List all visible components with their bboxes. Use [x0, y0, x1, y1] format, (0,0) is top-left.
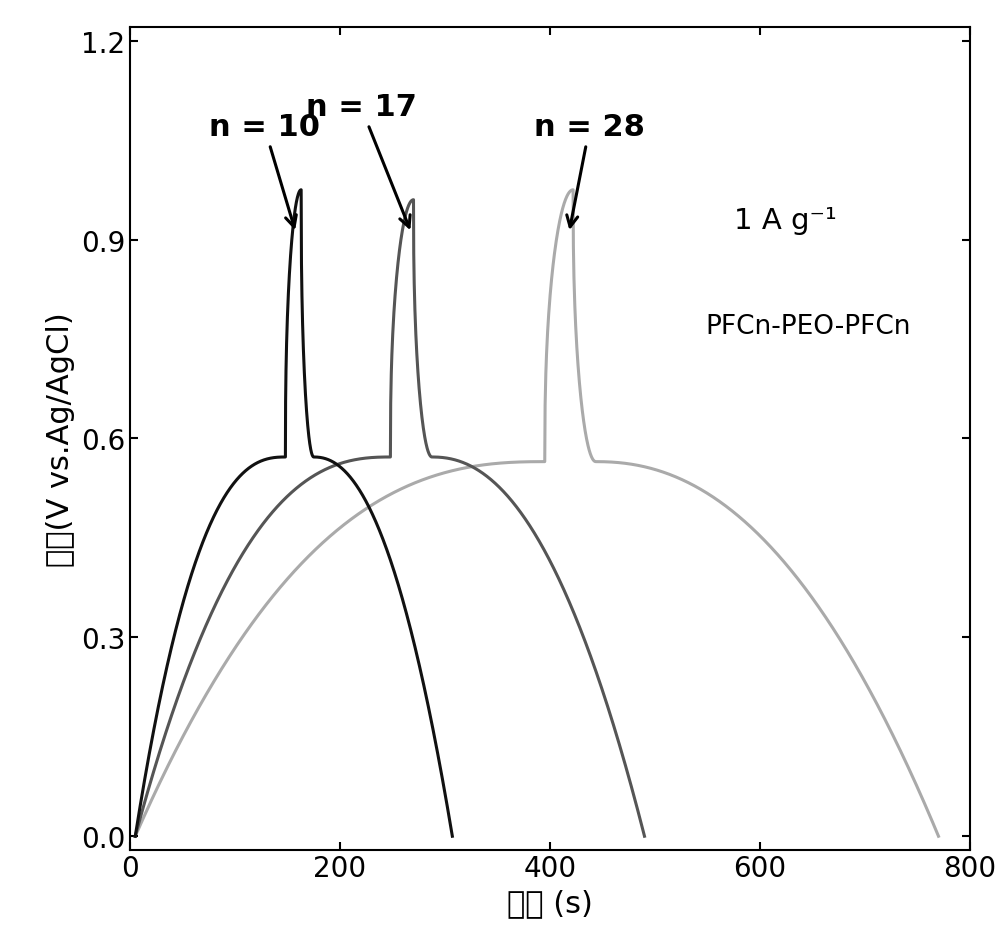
Text: n = 28: n = 28 — [534, 113, 645, 228]
X-axis label: 时间 (s): 时间 (s) — [507, 888, 593, 917]
Y-axis label: 电位(V vs.Ag/AgCl): 电位(V vs.Ag/AgCl) — [46, 312, 75, 566]
Text: PFCn-PEO-PFCn: PFCn-PEO-PFCn — [705, 313, 911, 339]
Text: 1 A g⁻¹: 1 A g⁻¹ — [734, 207, 836, 234]
Text: n = 10: n = 10 — [209, 113, 320, 228]
Text: n = 17: n = 17 — [306, 93, 416, 228]
